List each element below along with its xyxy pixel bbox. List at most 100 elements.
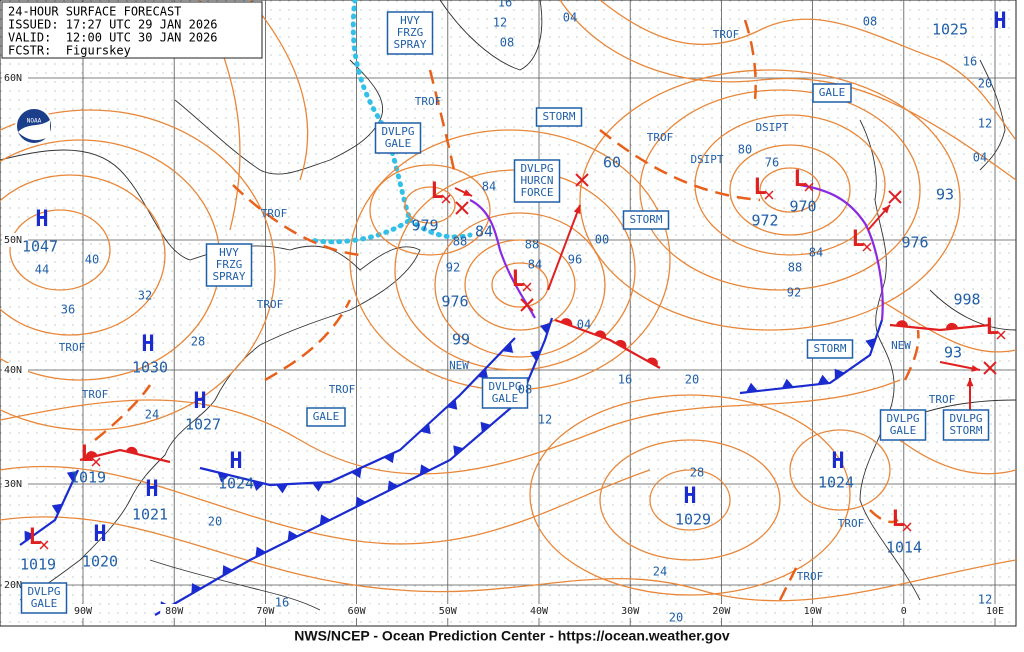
warning-box	[205, 243, 253, 287]
warning-box	[535, 107, 583, 127]
isobar-label: 20	[669, 611, 683, 625]
longitude-label-bg	[160, 604, 189, 618]
high-pressure: 1029	[675, 511, 711, 529]
forecast-position-x	[983, 361, 997, 375]
feature-label: TROF	[929, 393, 956, 406]
low-pressure: 1014	[886, 539, 922, 557]
graticule	[0, 0, 1016, 626]
isobar-label: 08	[518, 383, 532, 397]
warm-front-symbol	[945, 322, 958, 330]
warning-text: DVLPG	[27, 585, 60, 598]
warning-text: FRZG	[397, 26, 424, 39]
longitude-label-bg	[981, 604, 1009, 618]
isobar-label: 04	[973, 151, 987, 165]
high-symbol: H	[145, 477, 158, 502]
isobar-label: 32	[138, 289, 152, 303]
isobar	[579, 69, 961, 331]
warning-box	[386, 11, 434, 55]
warning-text: FRZG	[216, 258, 243, 271]
dot-grid	[0, 0, 1016, 626]
motion-arrowhead	[463, 189, 472, 196]
warm-front-symbol	[125, 446, 138, 455]
warm-front-symbol	[646, 357, 658, 367]
isobar-label: 12	[493, 16, 507, 30]
longitude-label-bg	[889, 604, 918, 618]
forecast-position-x	[575, 173, 589, 187]
warning-text: DVLPG	[949, 412, 982, 425]
occluded-front	[799, 183, 884, 321]
isobar	[0, 109, 276, 431]
isobar-label: 04	[563, 11, 577, 25]
warning-box	[306, 407, 346, 427]
isobar-label: 80	[738, 143, 752, 157]
isobar	[0, 174, 166, 336]
warning-text: GALE	[819, 86, 846, 99]
latitude-label: 40N	[4, 365, 22, 376]
isobar-label: 16	[498, 0, 512, 10]
longitude-label-bg	[707, 604, 736, 618]
forecast-pressure: 84	[475, 223, 493, 241]
isobar-label: 24	[653, 565, 667, 579]
isobar	[599, 439, 781, 561]
cold-front-symbol	[540, 322, 551, 335]
isobar	[899, 439, 1016, 475]
trough	[428, 69, 457, 176]
high-symbol: H	[193, 389, 206, 414]
low-symbol: L	[28, 525, 41, 550]
trough	[743, 19, 757, 101]
isobar	[0, 516, 1016, 602]
warning-box	[879, 409, 927, 441]
isobar	[599, 0, 1016, 141]
cold-front-symbol	[24, 530, 35, 542]
cold-front-symbol	[255, 546, 267, 558]
latitude-label-bg	[2, 71, 28, 85]
warm-front-symbol	[895, 320, 908, 327]
isobar	[879, 299, 1016, 353]
latitude-label: 50N	[4, 235, 22, 246]
isobar-label: 20	[978, 77, 992, 91]
warning-text: GALE	[385, 137, 412, 150]
high-symbol: H	[229, 449, 242, 474]
isobar	[649, 469, 731, 531]
isobar-label: 96	[568, 253, 582, 267]
low-pressure: 1019	[20, 556, 56, 574]
longitude-label-bg	[433, 604, 462, 618]
cold-front-symbol	[252, 480, 265, 491]
isobar-label: 12	[978, 117, 992, 131]
forecast-pressure: 99	[452, 331, 470, 349]
isobar-label: 76	[765, 156, 779, 170]
low-pressure: 1019	[70, 469, 106, 487]
warning-box	[622, 210, 670, 230]
isobar-label: 08	[863, 15, 877, 29]
cold-front-symbol	[446, 399, 458, 410]
warning-text: STORM	[813, 342, 846, 355]
feature-label: TROF	[797, 570, 824, 583]
low-center-x	[39, 540, 49, 550]
cold-front-symbol	[217, 472, 230, 483]
low-center-x	[862, 242, 872, 252]
longitude-label: 30W	[621, 606, 640, 617]
warning-box	[942, 409, 990, 441]
forecast-position-x	[888, 190, 902, 204]
feature-label: TROF	[329, 383, 356, 396]
isobar	[789, 429, 891, 511]
trough	[778, 559, 802, 601]
high-symbol: H	[993, 9, 1006, 34]
high-pressure: 1025	[932, 21, 968, 39]
isobar	[0, 465, 651, 545]
high-symbol: H	[683, 484, 696, 509]
warning-text: STORM	[949, 424, 982, 437]
cold-front-symbol	[502, 342, 514, 353]
trough	[903, 329, 920, 381]
feature-label: DSIPT	[755, 121, 788, 134]
cold-front-symbol	[817, 374, 830, 385]
feature-label: TROF	[838, 517, 865, 530]
warning-text: GALE	[890, 424, 917, 437]
isobar-label: 28	[690, 466, 704, 480]
isobar	[559, 0, 1016, 181]
cold-front-symbol	[383, 452, 395, 464]
low-symbol: L	[985, 315, 998, 340]
longitude-label: 40W	[530, 606, 549, 617]
warning-text: HVY	[219, 246, 239, 259]
